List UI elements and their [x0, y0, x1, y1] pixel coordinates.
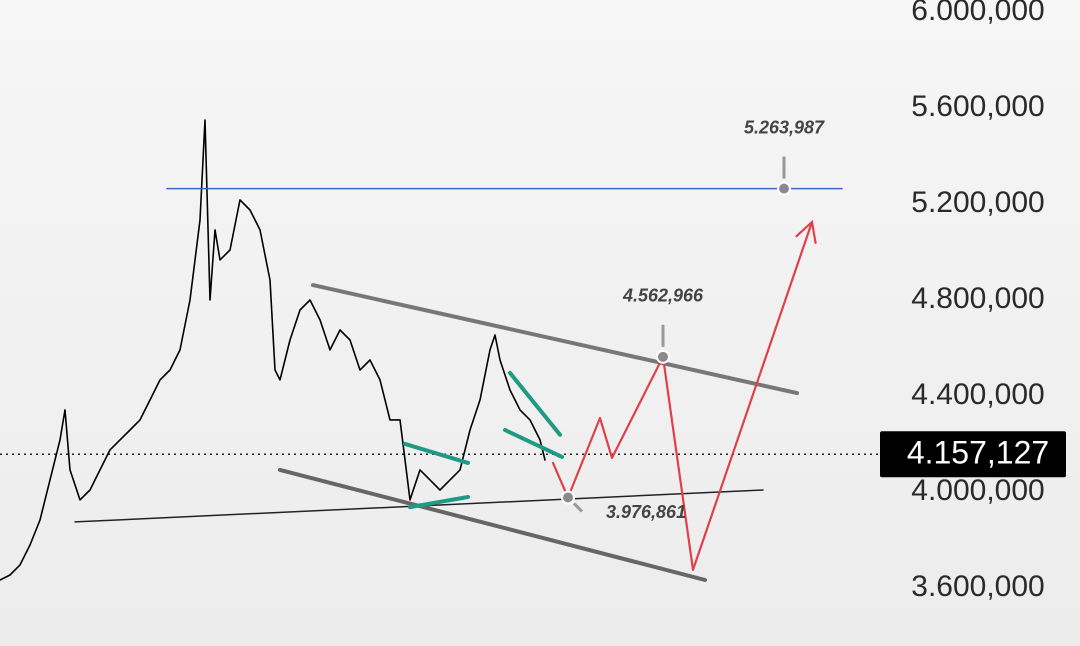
y-tick-label: 4.400,000: [911, 378, 1044, 411]
annotation-point: [777, 181, 791, 196]
y-tick-label: 4.000,000: [911, 474, 1044, 507]
y-tick-label: 5.200,000: [911, 186, 1044, 219]
last-price-label: 4.157,127: [907, 435, 1049, 471]
annotation-label: 5.263,987: [744, 117, 825, 137]
arrow-head: [795, 219, 817, 244]
y-tick-label: 4.800,000: [911, 282, 1044, 315]
line-series: [0, 119, 546, 581]
last-price-box: [880, 431, 1066, 478]
y-tick-label: 5.600,000: [911, 90, 1044, 123]
annotation-label: 4.562,966: [622, 286, 704, 306]
line-series: [403, 441, 470, 465]
line-series: [503, 428, 564, 459]
line-series: [311, 283, 799, 396]
y-tick-label: 6.000,000: [911, 0, 1044, 27]
y-tick-label: 3.600,000: [911, 570, 1044, 603]
annotation-label: 3.976,861: [606, 502, 686, 522]
line-series: [508, 370, 562, 437]
line-series: [278, 467, 707, 582]
annotation-stub: [572, 502, 584, 513]
annotation-point: [656, 349, 670, 364]
line-series: [408, 495, 470, 510]
annotation-point: [561, 490, 575, 505]
